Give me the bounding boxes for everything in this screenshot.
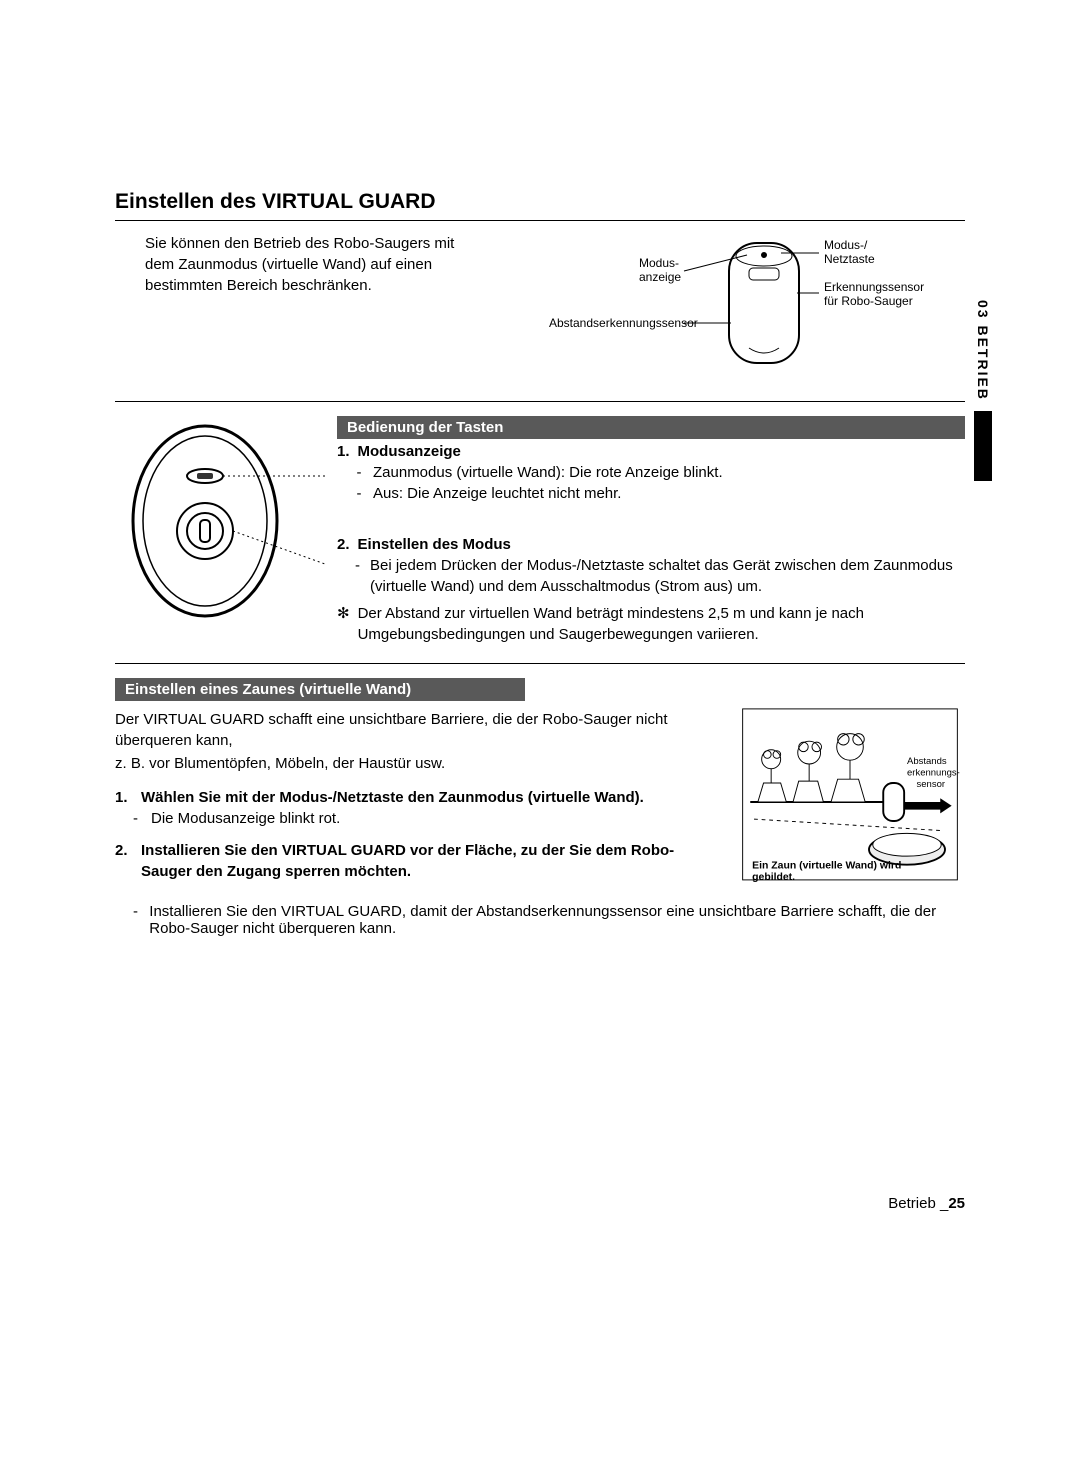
- zaun-illustration: Abstands erkennungs- sensor Ein Zaun (vi…: [735, 707, 965, 901]
- item2-label: Einstellen des Modus: [358, 536, 511, 553]
- lbl-mode-power: Modus-/: [824, 238, 868, 252]
- top-view-diagram: [115, 416, 325, 645]
- divider: [115, 401, 965, 402]
- item1-label: Modusanzeige: [358, 443, 461, 460]
- item1-bullet-0: Zaunmodus (virtuelle Wand): Die rote Anz…: [373, 462, 723, 483]
- intro-row: Sie können den Betrieb des Robo-Saugers …: [115, 233, 965, 383]
- item1-bullet-1: Aus: Die Anzeige leuchtet nicht mehr.: [373, 483, 621, 504]
- svg-text:Netztaste: Netztaste: [824, 252, 875, 266]
- zaun-intro-1: Der VIRTUAL GUARD schafft eine unsichtba…: [115, 709, 715, 751]
- step1-text: Wählen Sie mit der Modus-/Netztaste den …: [141, 788, 644, 808]
- chapter-tab: 03 BETRIEB: [968, 300, 998, 481]
- bedienung-block: Bedienung der Tasten 1. Modusanzeige -Za…: [115, 416, 965, 645]
- zaun-section: Einstellen eines Zaunes (virtuelle Wand)…: [115, 678, 965, 937]
- footer-page: 25: [948, 1195, 965, 1212]
- item2-num: 2.: [337, 536, 350, 553]
- zaun-intro-2: z. B. vor Blumentöpfen, Möbeln, der Haus…: [115, 753, 715, 774]
- footer-section: Betrieb _: [888, 1195, 948, 1212]
- item2-bullet-0: Bei jedem Drücken der Modus-/Netztaste s…: [370, 555, 965, 597]
- page-footer: Betrieb _25: [888, 1195, 965, 1212]
- divider-2: [115, 663, 965, 664]
- section-title: Einstellen des VIRTUAL GUARD: [115, 190, 965, 221]
- intro-text: Sie können den Betrieb des Robo-Saugers …: [115, 233, 475, 383]
- step2-sub: Installieren Sie den VIRTUAL GUARD, dami…: [149, 903, 965, 937]
- svg-text:für Robo-Sauger: für Robo-Sauger: [824, 294, 913, 308]
- svg-text:anzeige: anzeige: [639, 270, 681, 284]
- item1-num: 1.: [337, 443, 350, 460]
- tab-marker: [974, 411, 992, 481]
- note-symbol-icon: ✻: [337, 603, 350, 645]
- step1-num: 1.: [115, 788, 133, 808]
- bedienung-header: Bedienung der Tasten: [337, 416, 965, 439]
- step2-text: Installieren Sie den VIRTUAL GUARD vor d…: [141, 841, 715, 882]
- svg-text:Abstands: Abstands: [907, 756, 947, 767]
- device-diagram: Modus- anzeige Abstandserkennungssensor …: [493, 233, 965, 383]
- svg-text:Ein Zaun (virtuelle Wand) wird: Ein Zaun (virtuelle Wand) wird: [752, 861, 901, 872]
- lbl-distance-sensor: Abstandserkennungssensor: [549, 316, 698, 330]
- chapter-label: 03 BETRIEB: [975, 300, 991, 401]
- lbl-mode-display: Modus-: [639, 256, 679, 270]
- lbl-robo-sensor: Erkennungssensor: [824, 280, 924, 294]
- step2-num: 2.: [115, 841, 133, 882]
- svg-text:erkennungs-: erkennungs-: [907, 767, 960, 778]
- svg-text:gebildet.: gebildet.: [752, 872, 795, 883]
- item2-note: Der Abstand zur virtuellen Wand beträgt …: [358, 603, 965, 645]
- step1-sub: Die Modusanzeige blinkt rot.: [151, 810, 340, 827]
- svg-text:sensor: sensor: [917, 779, 946, 790]
- zaun-header: Einstellen eines Zaunes (virtuelle Wand): [115, 678, 525, 701]
